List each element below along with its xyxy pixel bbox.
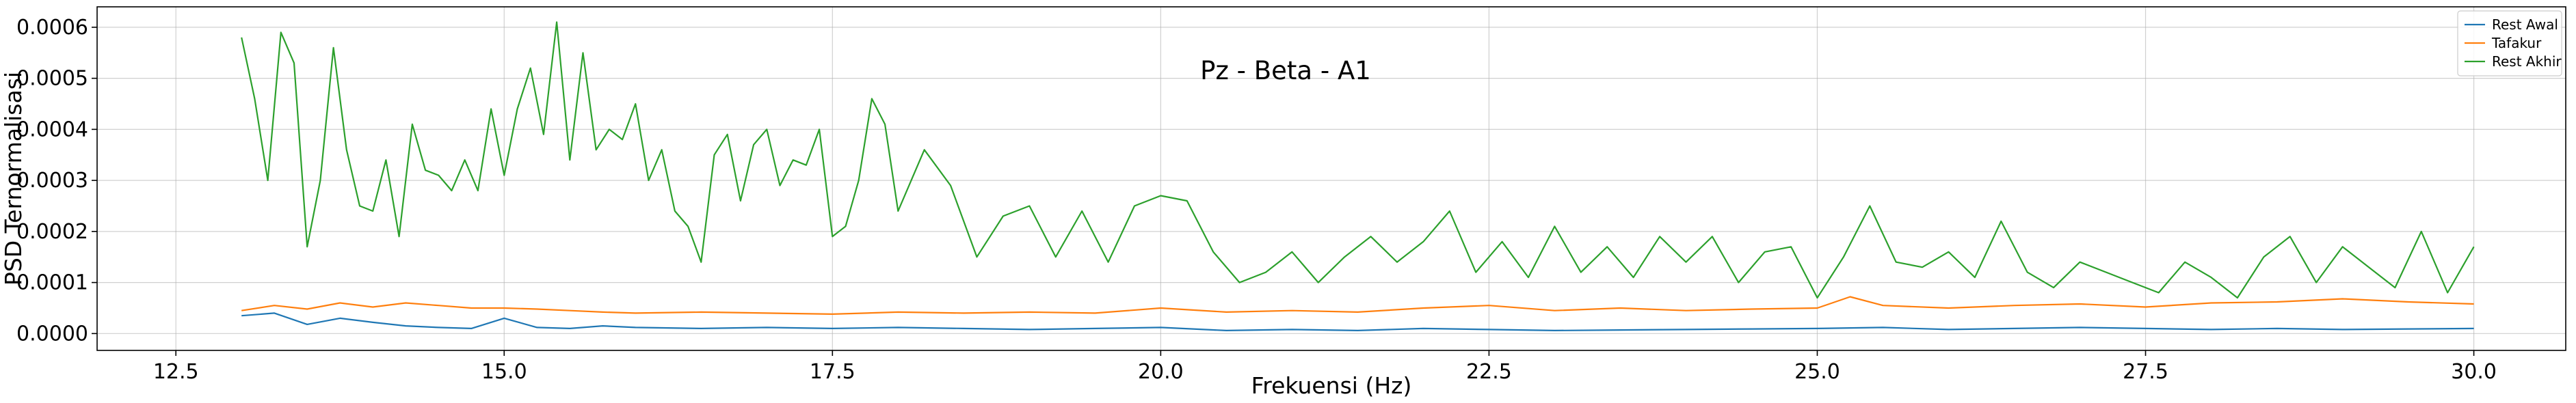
x-tick-label: 20.0	[1138, 360, 1184, 384]
x-tick-label: 22.5	[1466, 360, 1512, 384]
y-tick-label: 0.0005	[16, 67, 88, 91]
series-line-rest-akhir	[241, 21, 2475, 299]
series-layer	[241, 21, 2475, 331]
y-axis-label: PSD Ternormalisasi	[0, 72, 27, 286]
y-tick-label: 0.0001	[16, 271, 88, 295]
y-tick-label: 0.0004	[16, 117, 88, 141]
y-tick-label: 0.0000	[16, 322, 88, 346]
y-tick-label: 0.0002	[16, 220, 88, 244]
series-line-rest-awal	[241, 312, 2474, 331]
series-line-tafakur	[241, 296, 2474, 315]
legend-box	[2457, 10, 2562, 77]
x-tick-label: 25.0	[1794, 360, 1840, 384]
x-tick-label: 15.0	[481, 360, 527, 384]
legend-label: Rest Awal	[2492, 16, 2558, 33]
x-tick-label: 12.5	[153, 360, 199, 384]
x-tick-label: 17.5	[810, 360, 855, 384]
x-tick-label: 27.5	[2123, 360, 2168, 384]
x-ticks: 12.5 15.0 17.5 20.0 22.5 25.0 27.5 30.0	[153, 350, 2497, 384]
legend-label: Rest Akhir	[2492, 53, 2562, 70]
plot-frame	[96, 6, 2566, 351]
y-tick-label: 0.0003	[16, 169, 88, 193]
y-ticks: 0.0000 0.0001 0.0002 0.0003 0.0004 0.0005 0.00…	[16, 16, 97, 346]
legend: Rest Awal Tafakur Rest Akhir	[2457, 10, 2562, 77]
y-tick-label: 0.0006	[16, 16, 88, 40]
x-axis-label: Frekuensi (Hz)	[1251, 372, 1412, 399]
grid	[97, 7, 2566, 350]
legend-label: Tafakur	[2491, 35, 2542, 51]
x-tick-label: 30.0	[2451, 360, 2497, 384]
chart-title: Pz - Beta - A1	[1200, 56, 1371, 85]
